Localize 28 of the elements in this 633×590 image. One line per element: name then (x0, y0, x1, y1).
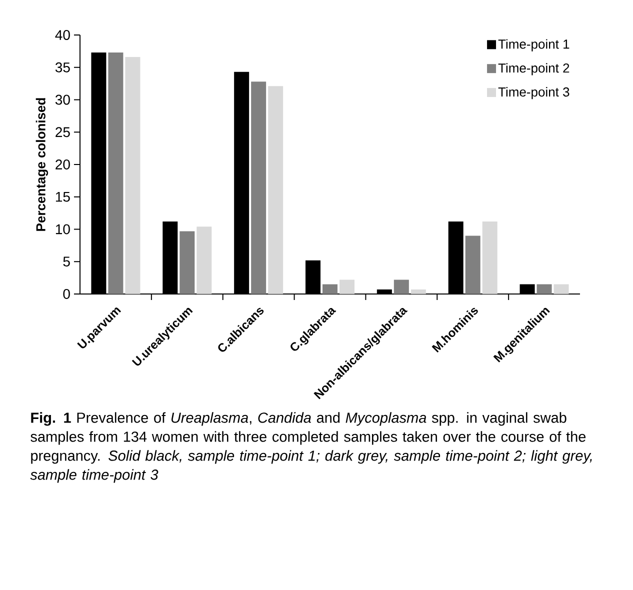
bar (340, 280, 354, 294)
bar (322, 284, 338, 294)
text: Fig. 1 Prevalence of Ureaplasma, Candida and Mycoplasma spp. in vaginal swab samples from 134 women with three completed samples taken over the course of the pregnancy. Solid black, sample time-point 1; dark grey, sample time-point 2; light grey, sample time-point 3 (30, 412, 592, 483)
y-tick-label: 30 (55, 94, 70, 105)
bar (251, 82, 266, 294)
legend-label: Time-point 3 (498, 87, 570, 100)
legend-label: Time-point 2 (498, 63, 570, 76)
legend-label: Time-point 1 (498, 39, 570, 52)
y-tick-label: 0 (63, 289, 70, 299)
y-tick-label: 15 (56, 192, 70, 202)
bar (268, 86, 284, 294)
bar (536, 284, 552, 294)
bar (125, 57, 140, 294)
bar (180, 231, 195, 294)
bar (108, 52, 124, 294)
bar (465, 236, 480, 294)
bar (554, 284, 569, 294)
y-tick-label: 40 (55, 30, 70, 40)
y-tick-label: 10 (56, 224, 70, 234)
bar (410, 289, 426, 294)
bar (196, 226, 212, 294)
y-tick-label: 5 (63, 256, 70, 267)
y-tick-label: 35 (55, 62, 70, 72)
y-tick-label: 25 (56, 127, 70, 138)
bar (394, 280, 409, 294)
y-axis-title: Percentage colonised (36, 98, 48, 231)
y-tick-label: 20 (56, 160, 70, 170)
bar (482, 221, 498, 294)
